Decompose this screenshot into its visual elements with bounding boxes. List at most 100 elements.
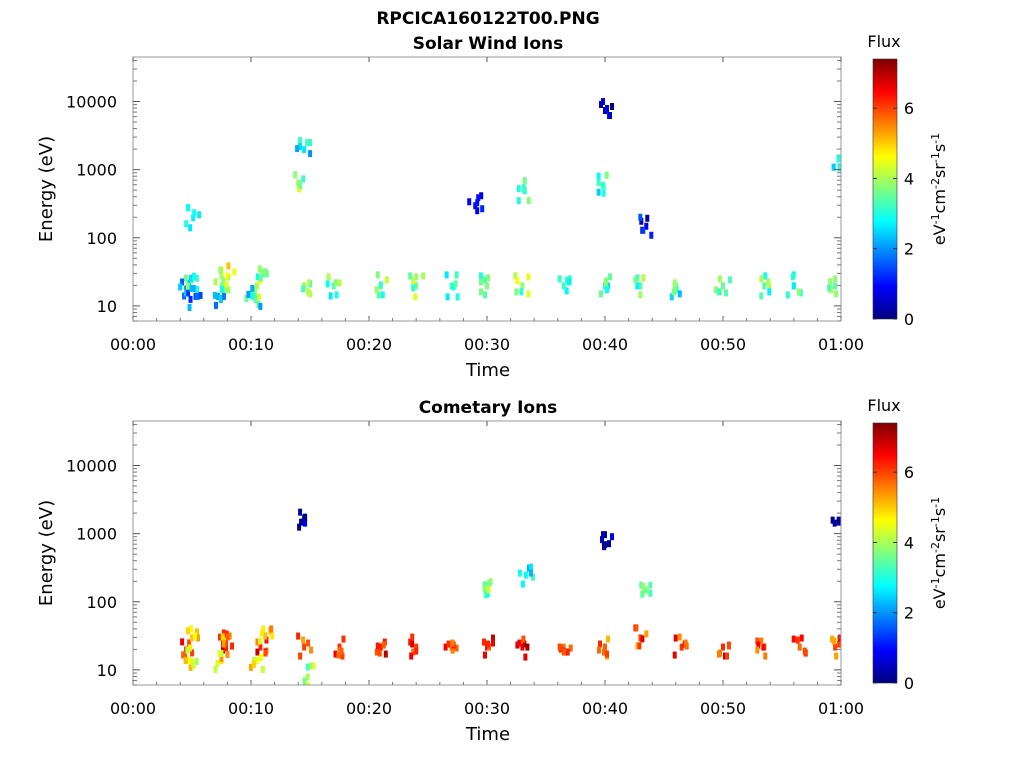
- x-tick-label: 00:10: [228, 335, 274, 354]
- heatmap-cell: [378, 643, 383, 651]
- heatmap-cell: [639, 217, 644, 225]
- heatmap-cell: [414, 647, 419, 655]
- heatmap-cell: [244, 294, 249, 302]
- heatmap-cell: [641, 226, 646, 234]
- colorbar-title: Flux: [867, 396, 900, 415]
- heatmap-cell: [301, 285, 306, 293]
- heatmap-cell: [374, 286, 379, 294]
- colorbar-tick-label: 0: [904, 310, 914, 329]
- heatmap-cell: [258, 637, 263, 645]
- heatmap-cell: [475, 207, 480, 215]
- heatmap-cell: [306, 639, 311, 647]
- heatmap-cell: [183, 656, 188, 664]
- heatmap-cell: [649, 231, 654, 239]
- heatmap-cell: [302, 677, 307, 685]
- heatmap-cell: [219, 272, 224, 280]
- heatmap-cell: [298, 137, 303, 145]
- heatmap-cell: [761, 643, 766, 651]
- heatmap-cell: [195, 628, 199, 636]
- y-tick-label: 10: [97, 661, 117, 680]
- colorbar-tick-label: 2: [904, 240, 914, 259]
- heatmap-cell: [728, 276, 732, 284]
- heatmap-cell: [828, 278, 833, 286]
- y-tick-label: 100: [86, 229, 117, 248]
- heatmap-cell: [252, 285, 257, 293]
- heatmap-cell: [381, 641, 386, 649]
- heatmap-cell: [263, 632, 268, 640]
- heatmap-cell: [306, 682, 311, 685]
- heatmap-cell: [516, 197, 521, 205]
- heatmap-cell: [337, 279, 342, 287]
- heatmap-cell: [467, 198, 472, 206]
- heatmap-cell: [672, 651, 677, 659]
- heatmap-cell: [299, 518, 304, 526]
- heatmap-cell: [836, 155, 841, 163]
- heatmap-cell: [455, 293, 460, 301]
- heatmap-cell: [599, 290, 603, 298]
- heatmap-cell: [184, 274, 188, 282]
- heatmap-cell: [333, 650, 338, 658]
- heatmap-cell: [260, 629, 265, 637]
- colorbar-ticks: 0 2 4 6: [873, 99, 914, 329]
- heatmap-cell: [301, 636, 306, 644]
- heatmap-cell: [454, 644, 459, 652]
- heatmap-cell: [791, 271, 796, 279]
- heatmap-cell: [454, 271, 459, 279]
- heatmap-cell: [791, 282, 796, 290]
- colorbar-tick-label: 2: [904, 604, 914, 623]
- heatmap-cell: [257, 265, 262, 273]
- heatmap-cell: [602, 648, 606, 656]
- heatmap-cell: [648, 589, 653, 597]
- x-tick-label: 00:30: [464, 335, 510, 354]
- heatmap-cell: [189, 274, 193, 282]
- heatmap-cell: [759, 275, 764, 283]
- heatmap-cell: [190, 634, 194, 642]
- heatmap-cell: [222, 285, 227, 293]
- heatmap-cell: [482, 581, 487, 589]
- heatmap-cell: [475, 199, 480, 207]
- heatmap-cell: [830, 635, 835, 643]
- heatmap-cell: [217, 649, 222, 657]
- heatmap-cell: [255, 648, 260, 656]
- x-tick-label: 01:00: [818, 335, 864, 354]
- heatmap-cell: [515, 641, 520, 649]
- heatmap-cell: [187, 303, 192, 311]
- heatmap-cell: [604, 279, 608, 287]
- heatmap-cell: [608, 112, 612, 120]
- heatmap-cell: [834, 290, 839, 298]
- y-tick-label: 1000: [76, 525, 117, 544]
- heatmap-cell: [301, 175, 306, 183]
- heatmap-cell: [641, 274, 646, 282]
- x-ticks: 00:00 00:10 00:20 00:30 00:40 00:50 01:00: [110, 421, 864, 718]
- heatmap-cell: [717, 288, 721, 296]
- heatmap-cell: [762, 282, 767, 290]
- heatmap-cell: [520, 282, 525, 290]
- heatmap-cell: [414, 282, 419, 290]
- heatmap-cell: [188, 663, 193, 671]
- heatmap-cell: [446, 640, 451, 648]
- heatmap-cell: [766, 278, 771, 286]
- heatmap-cell: [384, 276, 389, 284]
- heatmap-cell: [219, 285, 224, 293]
- heatmap-cell: [226, 286, 231, 294]
- heatmap-cell: [522, 640, 527, 648]
- heatmap-cell: [303, 513, 308, 521]
- heatmap-cell: [606, 635, 610, 643]
- heatmap-cell: [339, 647, 344, 655]
- heatmap-cell: [483, 276, 487, 284]
- heatmap-cell: [557, 643, 562, 651]
- heatmap-cell: [296, 632, 301, 640]
- heatmap-cell: [408, 272, 413, 280]
- colorbar-tick-label: 4: [904, 533, 914, 552]
- heatmap-cell: [480, 205, 485, 213]
- heatmap-cell: [198, 291, 203, 299]
- heatmap-cell: [638, 282, 643, 290]
- heatmap-cell: [515, 277, 520, 285]
- y-tick-label: 1000: [76, 161, 117, 180]
- heatmap-cell: [491, 639, 495, 647]
- heatmap-cell: [258, 653, 263, 661]
- heatmap-cell: [258, 274, 263, 282]
- heatmap-cell: [833, 643, 838, 651]
- heatmap-cell: [482, 638, 486, 646]
- heatmap-cell: [645, 214, 650, 222]
